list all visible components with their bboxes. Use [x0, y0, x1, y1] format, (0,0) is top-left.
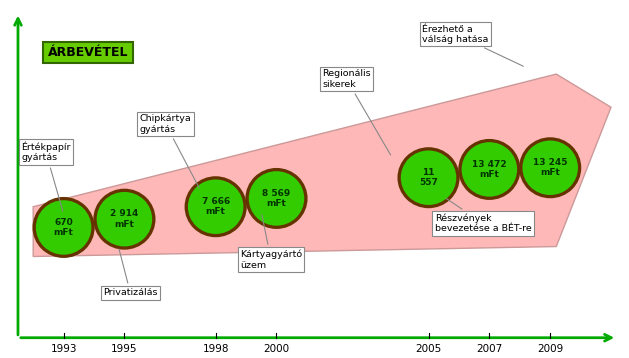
Text: Kártyagyártó
üzem: Kártyagyártó üzem — [240, 215, 302, 270]
Text: 2005: 2005 — [415, 344, 442, 354]
Text: Értékpapír
gyártás: Értékpapír gyártás — [21, 141, 70, 211]
Text: 670
mFt: 670 mFt — [53, 218, 74, 237]
Ellipse shape — [459, 139, 520, 200]
Text: 1993: 1993 — [50, 344, 77, 354]
Ellipse shape — [519, 137, 581, 198]
Text: 8 569
mFt: 8 569 mFt — [262, 189, 291, 208]
Text: Chipkártya
gyártás: Chipkártya gyártás — [140, 114, 199, 188]
Text: 13 472
mFt: 13 472 mFt — [472, 160, 507, 179]
Text: 13 245
mFt: 13 245 mFt — [533, 158, 567, 178]
Text: 7 666
mFt: 7 666 mFt — [201, 197, 230, 217]
Ellipse shape — [36, 200, 91, 255]
Text: 1998: 1998 — [203, 344, 229, 354]
Ellipse shape — [398, 147, 460, 208]
Ellipse shape — [523, 141, 578, 195]
Ellipse shape — [184, 176, 247, 237]
Ellipse shape — [33, 197, 95, 258]
Text: ÁRBEVÉTEL: ÁRBEVÉTEL — [48, 46, 128, 59]
Text: 2009: 2009 — [537, 344, 564, 354]
Text: 2000: 2000 — [264, 344, 289, 354]
Text: 11
557: 11 557 — [419, 168, 438, 188]
Ellipse shape — [462, 142, 517, 197]
Text: Privatizálás: Privatizálás — [103, 249, 158, 297]
Polygon shape — [33, 74, 611, 256]
Ellipse shape — [248, 171, 304, 226]
Text: 2 914
mFt: 2 914 mFt — [110, 209, 138, 229]
Text: Regionális
sikerek: Regionális sikerek — [322, 69, 391, 155]
Ellipse shape — [245, 168, 308, 229]
Ellipse shape — [188, 179, 243, 234]
Text: 2007: 2007 — [476, 344, 503, 354]
Ellipse shape — [401, 150, 456, 205]
Text: Érezhető a
válság hatása: Érezhető a válság hatása — [423, 25, 523, 66]
Text: 1995: 1995 — [111, 344, 138, 354]
Ellipse shape — [93, 189, 155, 250]
Text: Részvények
bevezetése a BÉT-re: Részvények bevezetése a BÉT-re — [435, 198, 532, 233]
Ellipse shape — [97, 192, 152, 246]
